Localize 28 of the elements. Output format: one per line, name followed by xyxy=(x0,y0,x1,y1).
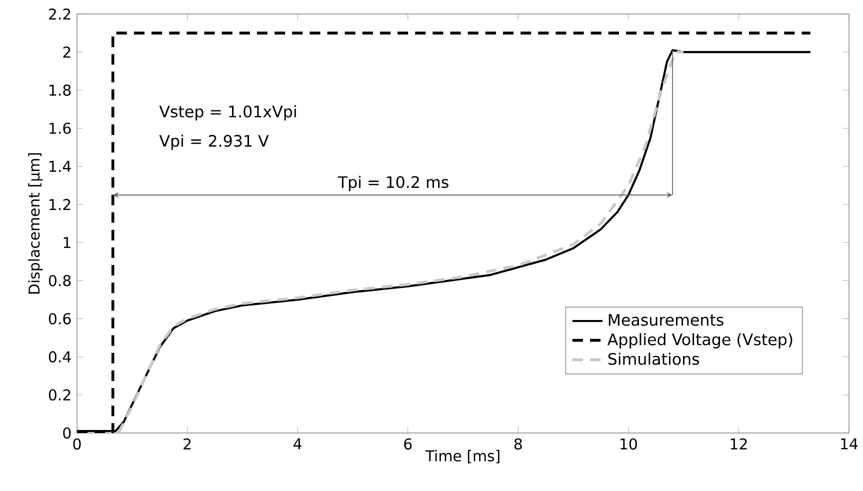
legend-label: Simulations xyxy=(608,352,700,365)
annotation: Tpi = 10.2 ms xyxy=(338,176,448,192)
y-tick-label: 0.4 xyxy=(48,351,71,362)
y-tick-label: 1.4 xyxy=(50,160,71,172)
y-tick-label: 1.8 xyxy=(50,84,71,96)
y-tick-label: 2.2 xyxy=(49,8,70,20)
y-tick-label: 1.6 xyxy=(50,122,71,134)
x-axis-title: Time [ms] xyxy=(425,450,500,464)
x-tick-label: 12 xyxy=(730,438,747,450)
x-tick-label: 8 xyxy=(514,438,522,450)
y-tick-label: 1.2 xyxy=(50,198,70,210)
y-tick-label: 0.8 xyxy=(48,274,71,286)
annotation: Vstep = 1.01xVpi xyxy=(159,105,296,121)
y-tick-label: 0.6 xyxy=(48,313,71,324)
x-tick-label: 10 xyxy=(620,438,637,450)
y-tick-label: 0.2 xyxy=(48,389,70,401)
x-tick-label: 6 xyxy=(404,438,412,450)
y-tick-label: 0 xyxy=(63,427,71,439)
legend-label: Measurements xyxy=(608,314,724,326)
x-tick-label: 0 xyxy=(73,438,81,450)
x-tick-label: 4 xyxy=(294,438,302,450)
y-tick-label: 1 xyxy=(64,237,70,248)
annotation: Vpi = 2.931 V xyxy=(159,134,269,150)
y-tick-label: 2 xyxy=(63,46,70,58)
x-tick-label: 14 xyxy=(841,438,858,450)
x-tick-label: 2 xyxy=(184,438,191,450)
legend-label: Applied Voltage (Vstep) xyxy=(607,333,792,348)
y-axis-title: Displacement [µm] xyxy=(28,153,43,294)
